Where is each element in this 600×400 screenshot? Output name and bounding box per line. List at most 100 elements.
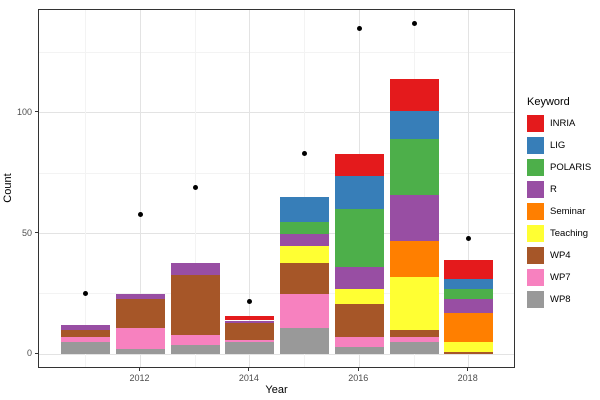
x-tick-label: 2016 [348,373,369,383]
gridline-v [304,10,306,367]
x-tick-label: 2018 [457,373,478,383]
x-tick-label: 2014 [238,373,259,383]
bar-segment-wp8 [389,342,439,355]
bar-segment-wp4 [334,303,384,338]
legend-label: INRIA [550,118,576,129]
bar-segment-lig [444,279,494,290]
bar-segment-inria [444,260,494,280]
bar-segment-wp8 [61,342,111,355]
bar-segment-wp7 [61,337,111,343]
bar-segment-wp8 [116,349,165,355]
y-tick-label: 100 [16,106,32,117]
bar-segment-inria [334,153,384,176]
bar-segment-wp8 [170,344,220,355]
legend-label: Seminar [550,206,586,217]
bar-segment-wp4 [170,274,220,335]
bar-segment-wp4 [61,330,111,338]
gridline-h-major [39,353,514,355]
gridline-h-minor [39,172,514,174]
bar-segment-wp8 [225,342,275,355]
legend-label: R [550,184,557,195]
gridline-v [249,10,251,367]
x-axis-tick [248,368,250,371]
gridline-v [468,10,470,367]
data-point [192,185,198,191]
legend-item-wp4: WP4 [527,247,591,264]
bar-segment-wp7 [170,334,220,345]
bar-segment-r [61,325,111,331]
x-axis-tick [139,368,140,371]
data-point [466,235,472,241]
legend-swatch-r [527,181,544,198]
bar-segment-wp4 [389,330,439,338]
legend-label: WP8 [550,294,571,305]
bar-segment-inria [225,315,275,321]
y-axis-tick [35,352,38,354]
legend-title: Keyword [527,96,570,108]
bar-segment-polaris [280,221,330,234]
bar-segment-wp4 [116,298,165,328]
legend-swatch-wp8 [527,291,544,308]
y-tick-label: 0 [26,348,32,359]
legend-swatch-wp4 [527,247,544,264]
data-point [302,151,308,157]
bar-segment-teaching [389,277,439,331]
bar-segment-wp7 [334,337,384,348]
x-axis-tick [467,368,469,371]
legend-item-lig: LIG [527,137,591,154]
bar-segment-r [389,195,439,241]
data-point [83,291,89,297]
bar-segment-r [280,233,330,246]
bar-segment-wp4 [280,262,330,294]
bar-segment-polaris [334,209,384,268]
legend-item-seminar: Seminar [527,203,591,220]
legend-label: POLARIS [550,162,592,173]
bar-segment-r [225,320,275,323]
bar-segment-teaching [444,342,494,352]
y-tick-label: 50 [21,227,32,238]
gridline-h-minor [39,52,514,54]
bar-segment-teaching [334,289,384,304]
bar-segment-wp7 [116,327,165,350]
legend-item-r: R [527,181,591,198]
bar-segment-teaching [280,245,330,263]
legend-label: WP7 [550,272,571,283]
bar-segment-wp8 [280,327,330,355]
bar-segment-wp7 [389,337,439,343]
x-axis-tick [357,368,359,371]
y-axis-tick [35,232,38,234]
bar-segment-r [334,267,384,290]
bar-segment-r [116,293,165,299]
gridline-h-major [39,112,514,114]
bar-segment-polaris [389,139,439,195]
bar-segment-wp4 [444,351,494,355]
plot-panel [38,9,515,368]
legend-swatch-seminar [527,203,544,220]
bar-segment-wp8 [334,347,384,355]
data-point [356,25,362,31]
bar-segment-r [170,262,220,275]
bar-segment-lig [280,197,330,222]
x-axis-title: Year [265,384,288,396]
bar-segment-inria [389,79,439,111]
legend: Keyword INRIA LIG POLARIS R Seminar Teaching W… [527,96,591,313]
bar-segment-wp7 [225,339,275,343]
bar-segment-wp4 [225,322,275,340]
legend-item-wp7: WP7 [527,269,591,286]
bar-segment-polaris [444,289,494,299]
gridline-h-major [39,233,514,235]
bar-segment-r [444,298,494,314]
y-axis-title: Count [2,173,14,203]
bar-segment-seminar [444,313,494,343]
gridline-v [85,10,87,367]
x-tick-label: 2012 [129,373,150,383]
gridline-v [140,10,141,367]
data-point [247,298,253,304]
legend-swatch-teaching [527,225,544,242]
bar-segment-wp7 [280,293,330,328]
legend-item-wp8: WP8 [527,291,591,308]
legend-swatch-polaris [527,159,544,176]
legend-label: WP4 [550,250,571,261]
y-axis-tick [35,111,38,113]
